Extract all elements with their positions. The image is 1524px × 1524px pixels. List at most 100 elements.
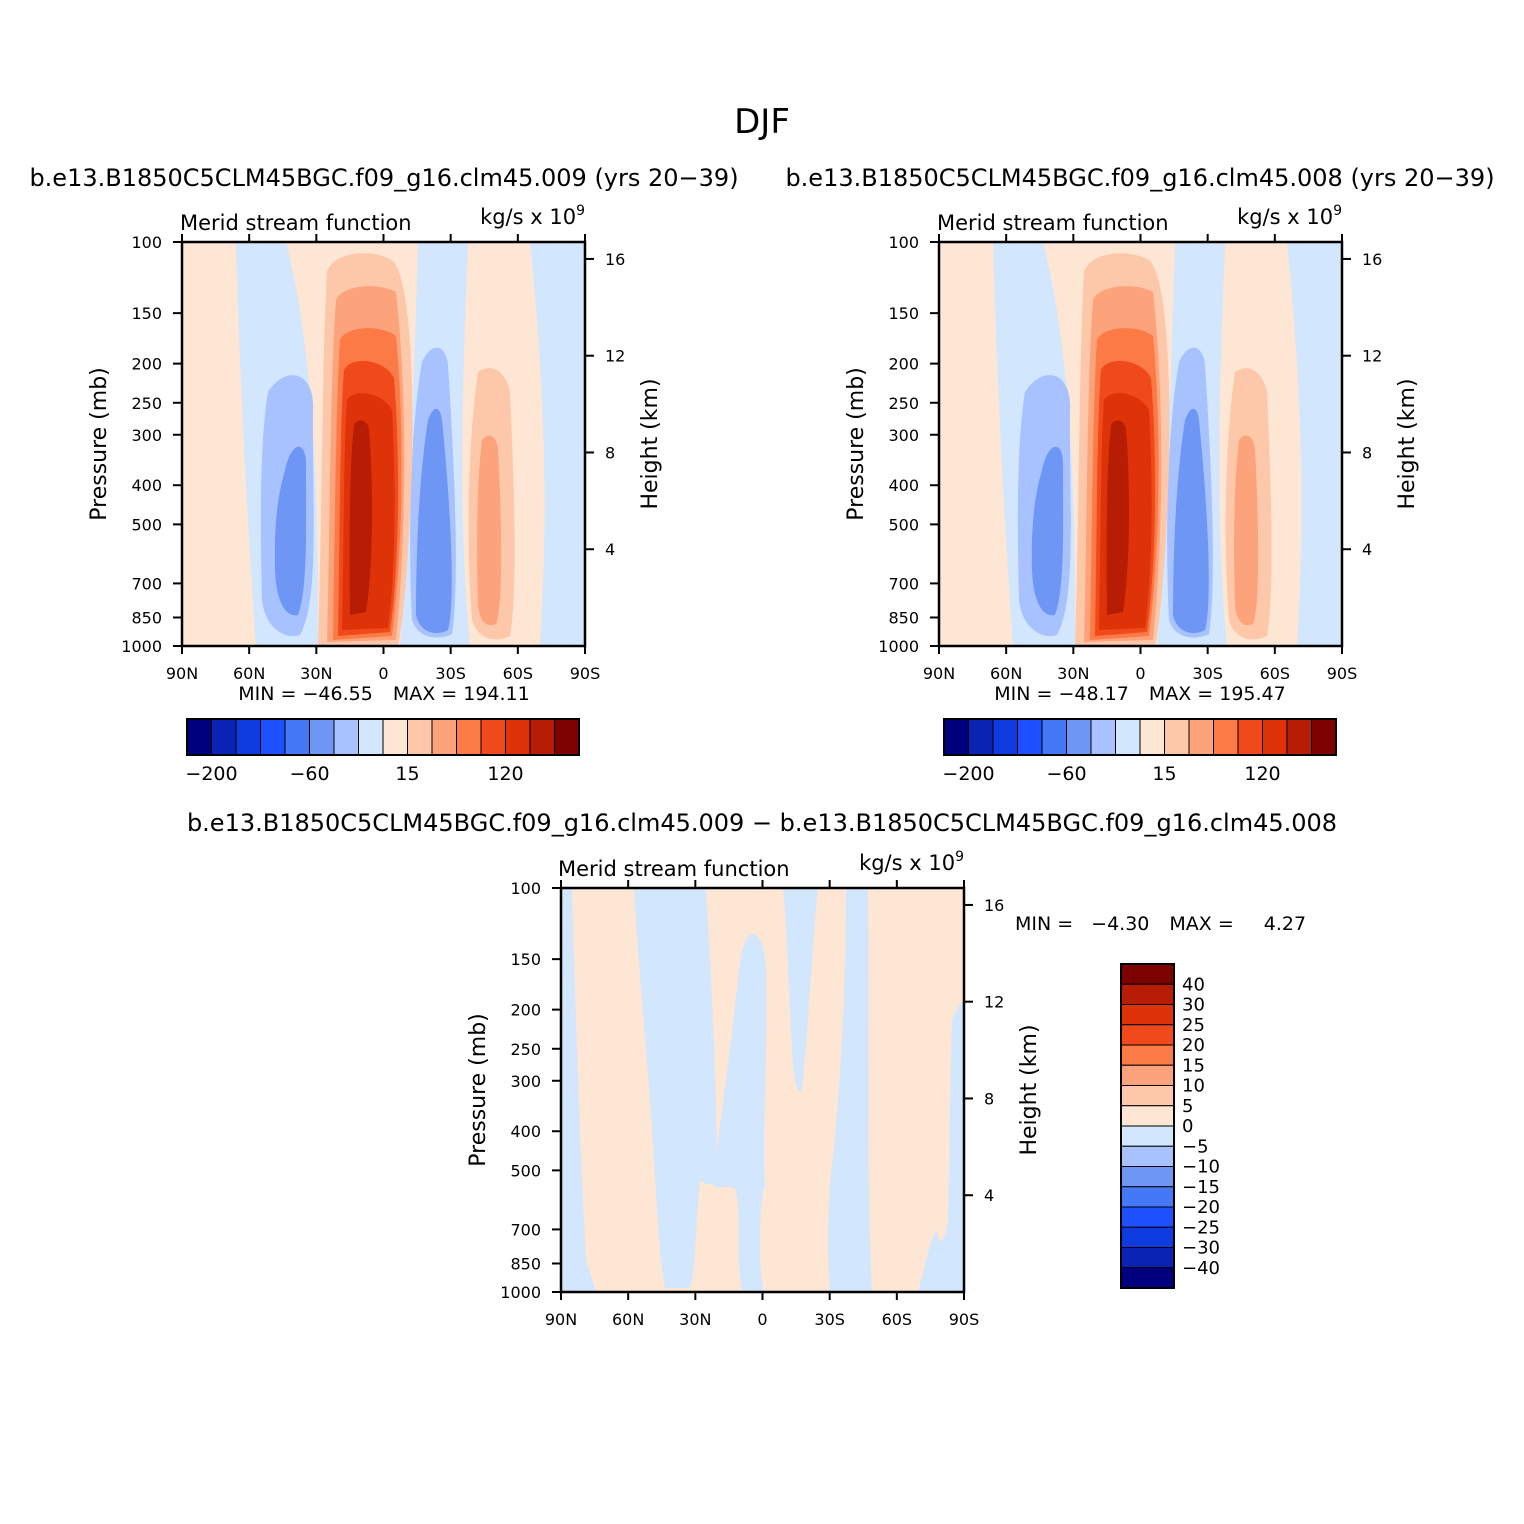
colorbar-box [358, 718, 384, 756]
x-tick-label: 90S [570, 664, 601, 683]
colorbar-box [505, 718, 531, 756]
colorbar-label: 15 [1152, 763, 1176, 785]
min-max-readout: MIN = −48.17 MAX = 195.47 [994, 683, 1285, 705]
colorbar-label: −5 [1182, 1136, 1209, 1157]
x-tick-label: 30N [300, 664, 332, 683]
colorbar-label: −200 [942, 763, 994, 785]
contour-field [182, 242, 585, 646]
left-string: Merid stream function [180, 211, 412, 235]
y-tick-label: 400 [888, 476, 919, 495]
y-tick-label: 100 [510, 879, 541, 898]
colorbar-box [1115, 718, 1141, 756]
colorbar-box [1286, 718, 1312, 756]
x-tick-label: 60N [990, 664, 1022, 683]
diff-title: b.e13.B1850C5CLM45BGC.f09_g16.clm45.009 … [187, 809, 1337, 837]
y-tick-label: 300 [131, 426, 162, 445]
colorbar-box [1120, 1105, 1175, 1127]
colorbar-label: −15 [1182, 1177, 1220, 1198]
y-tick-label: 250 [888, 394, 919, 413]
min-max-readout: MIN = −4.30 MAX = 4.27 [1015, 913, 1306, 935]
y-axis-label: Pressure (mb) [466, 1013, 491, 1167]
colorbar-label: 0 [1182, 1116, 1193, 1137]
colorbar-label: 5 [1182, 1096, 1193, 1117]
colorbar-box [333, 718, 359, 756]
y-axis-label: Pressure (mb) [87, 367, 112, 521]
x-tick-label: 60N [233, 664, 265, 683]
y-tick-label: 200 [888, 355, 919, 374]
x-tick-label: 90S [949, 1310, 980, 1329]
y-tick-label: 700 [131, 574, 162, 593]
y-right-axis-label: Height (km) [1017, 1024, 1042, 1155]
panel-case008: b.e13.B1850C5CLM45BGC.f09_g16.clm45.008 … [785, 164, 1494, 785]
colorbar-label: −60 [1046, 763, 1086, 785]
colorbar-box [235, 718, 261, 756]
colorbar-label: −25 [1182, 1217, 1220, 1238]
x-tick-label: 60S [882, 1310, 913, 1329]
colorbar-label: −40 [1182, 1258, 1220, 1279]
y-tick-label: 250 [510, 1040, 541, 1059]
colorbar-box [1120, 1064, 1175, 1086]
colorbar-label: −30 [1182, 1238, 1220, 1259]
y-tick-label: 1000 [500, 1283, 541, 1302]
colorbar-box [1188, 718, 1214, 756]
y-right-tick-label: 16 [605, 250, 625, 269]
left-string: Merid stream function [937, 211, 1169, 235]
y-right-tick-label: 12 [1362, 347, 1382, 366]
colorbar-label: −60 [289, 763, 329, 785]
panel-difference: Merid stream function kg/s x 109 Pressur… [466, 849, 1306, 1329]
colorbar-frame [1120, 963, 1175, 1289]
y-right-tick-label: 4 [1362, 540, 1372, 559]
x-tick-label: 60S [1260, 664, 1291, 683]
colorbar-box [456, 718, 482, 756]
colorbar-box [1120, 1145, 1175, 1167]
y-tick-label: 1000 [121, 637, 162, 656]
y-right-tick-label: 8 [1362, 443, 1372, 462]
colorbar-label: 30 [1182, 995, 1205, 1016]
x-tick-label: 30S [435, 664, 466, 683]
panel-title: b.e13.B1850C5CLM45BGC.f09_g16.clm45.008 … [785, 164, 1494, 192]
colorbar-box [1017, 718, 1043, 756]
y-tick-label: 150 [510, 950, 541, 969]
units-string: kg/s x 109 [480, 203, 585, 229]
y-right-tick-label: 12 [605, 347, 625, 366]
contour-field [939, 242, 1342, 646]
x-tick-label: 90N [166, 664, 198, 683]
colorbar-box [284, 718, 310, 756]
y-right-tick-label: 12 [984, 993, 1004, 1012]
x-tick-label: 30S [814, 1310, 845, 1329]
colorbar-box [1120, 1267, 1175, 1289]
colorbar-box [431, 718, 457, 756]
y-tick-label: 700 [510, 1220, 541, 1239]
x-tick-label: 90S [1327, 664, 1358, 683]
x-tick-label: 0 [1135, 664, 1145, 683]
y-tick-label: 850 [131, 608, 162, 627]
y-tick-label: 100 [888, 233, 919, 252]
x-tick-label: 30N [679, 1310, 711, 1329]
colorbar-box [943, 718, 969, 756]
colorbar-label: −20 [1182, 1197, 1220, 1218]
colorbar-box [554, 718, 580, 756]
colorbar-label: 25 [1182, 1015, 1205, 1036]
y-tick-label: 200 [131, 355, 162, 374]
colorbar-box [260, 718, 286, 756]
colorbar-label: 120 [1244, 763, 1280, 785]
contour-field [561, 888, 964, 1292]
x-tick-label: 0 [757, 1310, 767, 1329]
x-tick-label: 60N [612, 1310, 644, 1329]
y-tick-label: 400 [131, 476, 162, 495]
colorbar-box [480, 718, 506, 756]
y-right-tick-label: 8 [605, 443, 615, 462]
y-tick-label: 300 [888, 426, 919, 445]
colorbar-box [1262, 718, 1288, 756]
colorbar-box [1164, 718, 1190, 756]
y-tick-label: 100 [131, 233, 162, 252]
x-tick-label: 0 [378, 664, 388, 683]
colorbar-label: 40 [1182, 974, 1205, 995]
colorbar-box [1066, 718, 1092, 756]
colorbar-box [1120, 1125, 1175, 1147]
y-tick-label: 700 [888, 574, 919, 593]
colorbar-box [529, 718, 555, 756]
figure-title: DJF [734, 102, 790, 142]
colorbar-box [407, 718, 433, 756]
